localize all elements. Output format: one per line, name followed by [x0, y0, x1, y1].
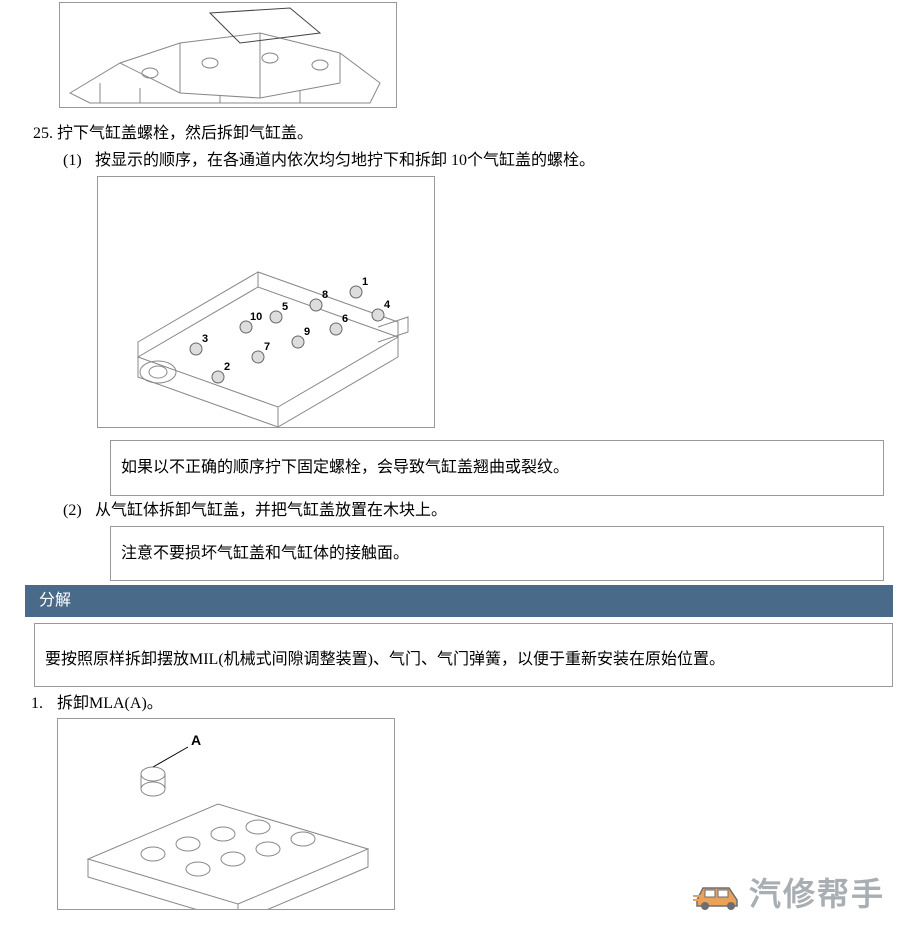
- svg-text:1: 1: [362, 276, 368, 288]
- section-header-text: 分解: [39, 592, 71, 609]
- caution-note-1: 如果以不正确的顺序拧下固定螺栓，会导致气缸盖翘曲或裂纹。: [110, 440, 884, 496]
- bolt-10: 10: [240, 311, 262, 333]
- watermark: 汽修帮手: [691, 869, 885, 920]
- figure-top-partial: [59, 2, 397, 108]
- caution-note-2: 注意不要损坏气缸盖和气缸体的接触面。: [110, 526, 884, 582]
- caution-note-1-text: 如果以不正确的顺序拧下固定螺栓，会导致气缸盖翘曲或裂纹。: [121, 459, 569, 476]
- section-header-disassembly: 分解: [25, 585, 893, 617]
- svg-text:3: 3: [202, 333, 208, 345]
- bolt-8: 8: [310, 289, 328, 311]
- bolt-3: 3: [190, 333, 208, 355]
- step-25-sub1-text: 按显示的顺序，在各通道内依次均匀地拧下和拆卸 10个气缸盖的螺栓。: [95, 148, 872, 174]
- bolt-2: 2: [212, 361, 230, 383]
- bolt-7: 7: [252, 341, 270, 363]
- caution-note-2-text: 注意不要损坏气缸盖和气缸体的接触面。: [121, 545, 409, 562]
- svg-text:9: 9: [304, 326, 310, 338]
- figure-2-label-A: A: [191, 732, 201, 748]
- step-25-sub1-number: (1): [63, 148, 95, 174]
- disassembly-note-text: 要按照原样拆卸摆放MIL(机械式间隙调整装置)、气门、气门弹簧，以便于重新安装在…: [45, 651, 725, 668]
- watermark-text: 汽修帮手: [749, 869, 885, 920]
- cylinder-head-bolt-diagram: 1 8 4 5 10: [98, 177, 434, 427]
- step-1-number: 1.: [25, 691, 47, 717]
- svg-text:2: 2: [224, 361, 230, 373]
- svg-text:5: 5: [282, 301, 288, 313]
- figure-bolt-sequence: 1 8 4 5 10: [97, 176, 435, 428]
- step-25-sub2: (2) 从气缸体拆卸气缸盖，并把气缸盖放置在木块上。: [63, 498, 872, 524]
- watermark-car-icon: [691, 876, 743, 912]
- step-25-sub2-number: (2): [63, 498, 95, 524]
- svg-text:7: 7: [264, 341, 270, 353]
- document-content: 25. 拧下气缸盖螺栓，然后拆卸气缸盖。 (1) 按显示的顺序，在各通道内依次均…: [0, 0, 897, 581]
- bolt-9: 9: [292, 326, 310, 348]
- mla-diagram: A: [58, 719, 394, 909]
- step-25: 25. 拧下气缸盖螺栓，然后拆卸气缸盖。: [25, 121, 872, 147]
- disassembly-note: 要按照原样拆卸摆放MIL(机械式间隙调整装置)、气门、气门弹簧，以便于重新安装在…: [34, 623, 893, 687]
- bolt-1: 1: [350, 276, 368, 298]
- svg-text:10: 10: [250, 311, 262, 323]
- step-1: 1. 拆卸MLA(A)。: [25, 691, 872, 717]
- step-25-number: 25.: [25, 121, 57, 147]
- svg-text:4: 4: [384, 299, 391, 311]
- svg-text:6: 6: [342, 313, 348, 325]
- step-25-sub2-text: 从气缸体拆卸气缸盖，并把气缸盖放置在木块上。: [95, 498, 872, 524]
- step-1-text: 拆卸MLA(A)。: [47, 691, 872, 717]
- bolt-5: 5: [270, 301, 288, 323]
- step-25-text: 拧下气缸盖螺栓，然后拆卸气缸盖。: [57, 121, 872, 147]
- bolt-4: 4: [372, 299, 391, 321]
- engine-partial-diagram: [60, 3, 396, 107]
- svg-text:8: 8: [322, 289, 328, 301]
- step-25-sub1: (1) 按显示的顺序，在各通道内依次均匀地拧下和拆卸 10个气缸盖的螺栓。: [63, 148, 872, 174]
- figure-mla-removal: A: [57, 718, 395, 910]
